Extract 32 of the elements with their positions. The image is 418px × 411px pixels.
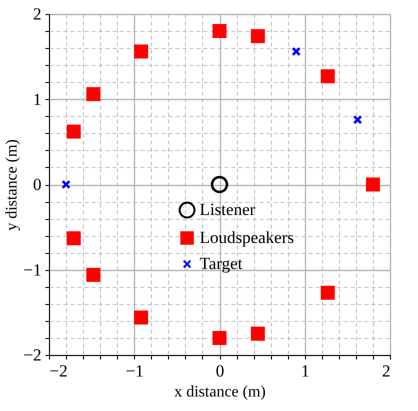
point [61,180,71,190]
y-tick-label: 0 [33,175,42,194]
x-tick-label: −2 [50,362,68,380]
point [250,29,265,44]
point [134,310,148,324]
point [134,44,148,59]
x-tick-label: 1 [301,362,310,380]
legend-label: Loudspeakers [200,228,294,248]
y-tick-label: −2 [23,346,42,364]
point [66,231,81,246]
point [353,115,362,124]
legend-label: Target [200,254,243,274]
y-tick-label: −1 [23,260,42,280]
x-axis-title: x distance (m) [174,384,266,400]
point [292,46,301,56]
x-tick-label: −1 [126,362,144,380]
y-tick-label: 1 [33,90,42,109]
point [320,286,335,300]
point [86,87,100,102]
x-tick-label: 2 [382,362,390,380]
point [366,177,380,192]
y-tick-label: 2 [33,4,42,24]
point [250,326,265,341]
legend-label: Listener [200,200,256,220]
point [212,330,227,345]
x-tick-label: 0 [216,362,224,380]
point [212,24,227,38]
y-axis-title: y distance (m) [3,139,20,231]
point [66,124,81,139]
point [210,176,228,194]
point [320,69,335,84]
point [86,268,100,282]
